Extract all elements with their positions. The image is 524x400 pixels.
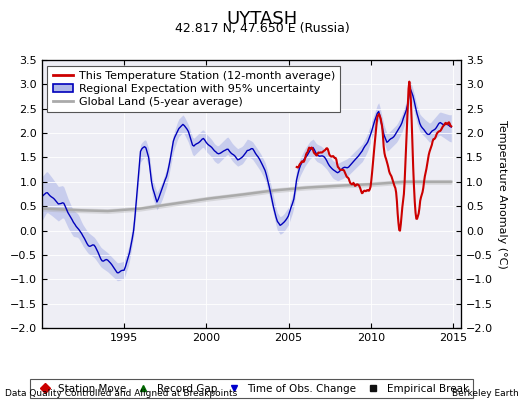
- Text: Berkeley Earth: Berkeley Earth: [452, 389, 519, 398]
- Y-axis label: Temperature Anomaly (°C): Temperature Anomaly (°C): [497, 120, 507, 268]
- Text: 42.817 N, 47.650 E (Russia): 42.817 N, 47.650 E (Russia): [174, 22, 350, 35]
- Legend: Station Move, Record Gap, Time of Obs. Change, Empirical Break: Station Move, Record Gap, Time of Obs. C…: [30, 380, 473, 398]
- Text: Data Quality Controlled and Aligned at Breakpoints: Data Quality Controlled and Aligned at B…: [5, 389, 237, 398]
- Text: UYTASH: UYTASH: [226, 10, 298, 28]
